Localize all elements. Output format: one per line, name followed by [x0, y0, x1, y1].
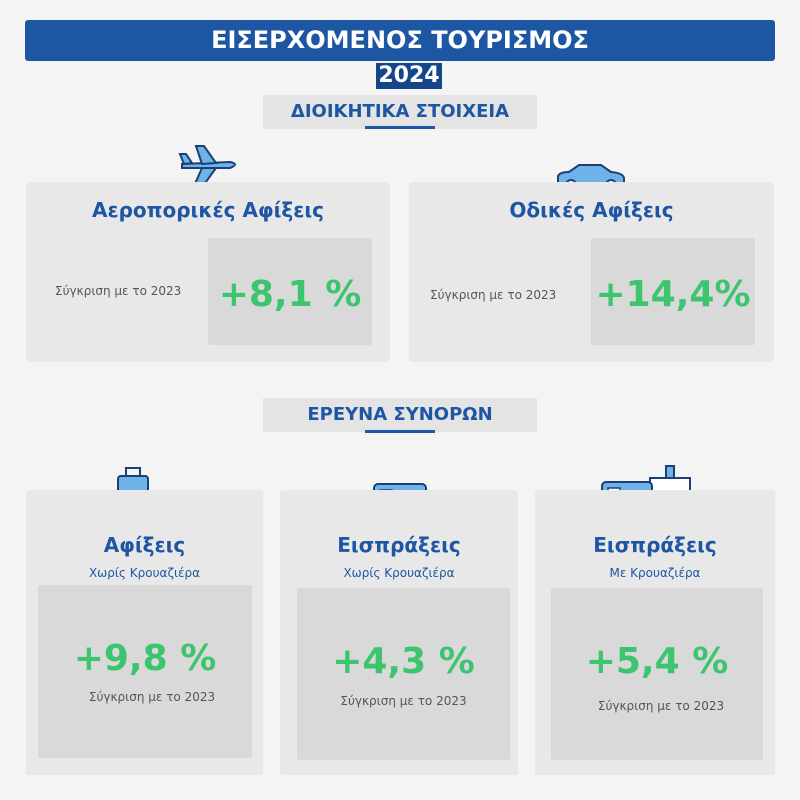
header-year: 2024 [376, 63, 442, 89]
value-box [551, 588, 763, 760]
comparison: Σύγκριση με το 2023 [55, 284, 182, 298]
section-title: ΕΡΕΥΝΑ ΣΥΝΟΡΩΝ [263, 398, 537, 432]
value-box [208, 238, 372, 345]
value: +5,4 % [585, 641, 729, 682]
card-title: Εισπράξεις [337, 533, 461, 557]
value-box [38, 585, 252, 758]
value-box [297, 588, 510, 760]
card-title: Εισπράξεις [593, 533, 717, 557]
value: +4,3 % [332, 641, 475, 682]
card-subtitle: Με Κρουαζιέρα [609, 566, 701, 580]
comparison: Σύγκριση με το 2023 [340, 694, 467, 708]
value: +9,8 % [73, 638, 217, 679]
section-underline [365, 430, 435, 433]
card-subtitle: Χωρίς Κρουαζιέρα [343, 566, 455, 580]
value: +14,4% [595, 274, 751, 315]
comparison: Σύγκριση με το 2023 [597, 699, 725, 713]
section-underline [365, 126, 435, 129]
comparison: Σύγκριση με το 2023 [430, 288, 557, 302]
value-box [591, 238, 755, 345]
header-title: ΕΙΣΕΡΧΟΜΕΝΟΣ ΤΟΥΡΙΣΜΟΣ [25, 20, 775, 61]
card-title: Αεροπορικές Αφίξεις [91, 198, 324, 222]
value: +8,1 % [218, 274, 362, 315]
comparison: Σύγκριση με το 2023 [88, 690, 216, 704]
section-title: ΔΙΟΙΚΗΤΙΚΑ ΣΤΟΙΧΕΙΑ [263, 95, 537, 129]
card-title: Οδικές Αφίξεις [509, 198, 674, 222]
card-subtitle: Χωρίς Κρουαζιέρα [88, 566, 201, 580]
card-title: Αφίξεις [103, 533, 186, 557]
